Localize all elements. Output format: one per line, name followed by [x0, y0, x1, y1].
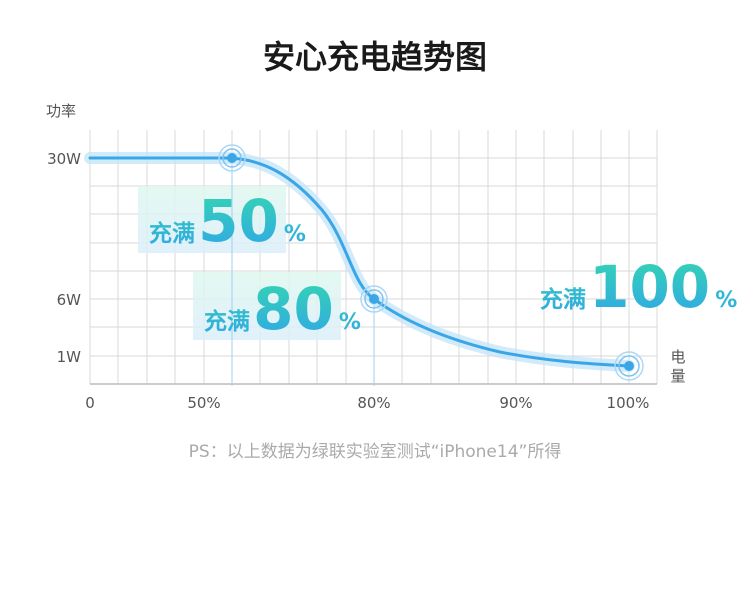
callout-50: 充满 50 % — [149, 187, 306, 255]
data-point-100 — [614, 351, 644, 381]
callout-box-80 — [193, 272, 341, 340]
callout-100-suffix: % — [715, 288, 737, 313]
x-axis-label: 电量 — [670, 348, 685, 385]
x-tick-0: 0 — [85, 394, 95, 412]
y-axis-label: 功率 — [46, 102, 76, 120]
x-tick-80: 80% — [357, 394, 390, 412]
data-point-50 — [218, 144, 246, 172]
callout-50-prefix: 充满 — [149, 220, 195, 247]
footnote: PS：以上数据为绿联实验室测试“iPhone14”所得 — [189, 442, 562, 462]
callout-80-prefix: 充满 — [204, 308, 250, 335]
y-tick-1w: 1W — [57, 348, 82, 366]
chart-title: 安心充电趋势图 — [263, 38, 487, 76]
data-point-80 — [360, 285, 388, 313]
callout-50-suffix: % — [284, 222, 306, 247]
callout-80-suffix: % — [339, 310, 361, 335]
y-tick-30w: 30W — [47, 150, 81, 168]
callout-50-value: 50 — [198, 187, 279, 255]
y-tick-6w: 6W — [57, 291, 82, 309]
callout-80-value: 80 — [253, 275, 334, 343]
callout-100: 充满 100 % — [540, 253, 737, 321]
callout-box-50 — [138, 186, 286, 253]
x-tick-100: 100% — [607, 394, 650, 412]
callout-100-value: 100 — [589, 253, 710, 321]
x-tick-50: 50% — [187, 394, 220, 412]
callout-100-prefix: 充满 — [540, 286, 586, 313]
callout-80: 充满 80 % — [204, 275, 361, 343]
x-tick-90: 90% — [499, 394, 532, 412]
